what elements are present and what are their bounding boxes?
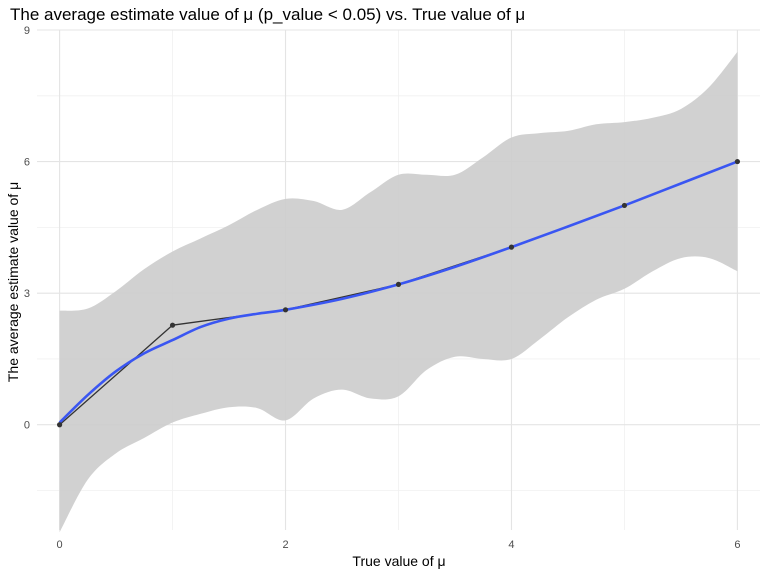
y-tick-label: 6	[24, 157, 30, 169]
y-tick-label: 3	[24, 288, 30, 300]
x-tick-label: 6	[734, 539, 740, 551]
chart-title: The average estimate value of μ (p_value…	[10, 5, 525, 24]
y-tick-label: 0	[24, 420, 30, 432]
y-tick-labels: 0 3 6 9	[24, 25, 30, 432]
data-point	[56, 422, 63, 428]
y-axis-title: The average estimate value of μ	[5, 182, 21, 382]
data-points	[56, 158, 741, 428]
x-tick-label: 2	[282, 539, 288, 551]
data-point	[621, 202, 628, 209]
x-tick-label: 4	[508, 539, 514, 551]
x-tick-label: 0	[57, 539, 63, 551]
data-point	[508, 244, 515, 250]
data-point	[169, 322, 176, 328]
confidence-band	[59, 51, 738, 533]
y-tick-label: 9	[24, 25, 30, 37]
data-point	[395, 281, 402, 287]
x-tick-labels: 0 2 4 6	[57, 539, 741, 551]
data-point	[282, 307, 289, 313]
x-axis-title: True value of μ	[352, 553, 445, 569]
data-point	[734, 158, 741, 165]
